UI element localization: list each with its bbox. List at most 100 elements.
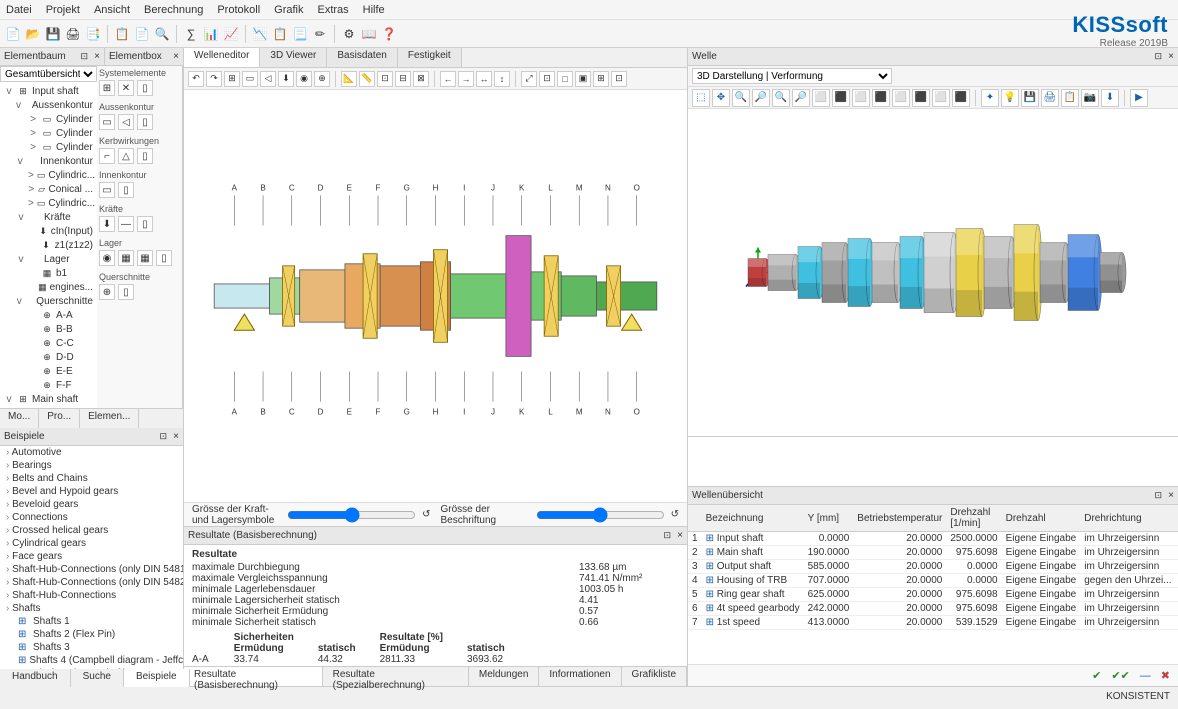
menu-grafik[interactable]: Grafik: [274, 4, 303, 16]
view3d-tool-13[interactable]: ⬛: [952, 89, 970, 107]
example-category[interactable]: › Automotive: [0, 446, 183, 459]
pin-icon[interactable]: ⊡: [1154, 490, 1162, 501]
editor-tab[interactable]: 3D Viewer: [260, 48, 327, 67]
example-item[interactable]: ⊞Shafts 4 (Campbell diagram - Jeffcott r…: [0, 654, 183, 667]
symbol-size-slider[interactable]: [287, 507, 416, 523]
editor-tool-13[interactable]: ⊠: [413, 71, 429, 87]
elementbox-icon[interactable]: ▯: [137, 80, 153, 96]
menu-extras[interactable]: Extras: [317, 4, 348, 16]
editor-tool-20[interactable]: ⤢: [521, 71, 537, 87]
view3d-mode-combo[interactable]: 3D Darstellung | Verformung: [692, 68, 892, 84]
pin-icon[interactable]: ⊡: [80, 51, 88, 62]
results-tab[interactable]: Informationen: [539, 667, 621, 686]
tree-node[interactable]: ⊕A-A: [4, 308, 93, 322]
editor-tool-9[interactable]: 📐: [341, 71, 357, 87]
elementbox-icon[interactable]: ⊞: [99, 80, 115, 96]
toolbar-btn-9[interactable]: 📊: [202, 25, 220, 43]
editor-tool-17[interactable]: ↔: [476, 71, 492, 87]
editor-tool-15[interactable]: ←: [440, 71, 456, 87]
table-row[interactable]: 3⊞ Output shaft585.000020.00000.0000Eige…: [688, 560, 1178, 574]
example-category[interactable]: › Bearings: [0, 459, 183, 472]
toolbar-btn-0[interactable]: 📄: [4, 25, 22, 43]
elementbox-icon[interactable]: ▭: [99, 114, 115, 130]
editor-tool-1[interactable]: ↷: [206, 71, 222, 87]
pin-icon[interactable]: ⊡: [159, 431, 167, 442]
editor-tool-12[interactable]: ⊟: [395, 71, 411, 87]
editor-tool-2[interactable]: ⊞: [224, 71, 240, 87]
shaft-editor-canvas[interactable]: AABBCCDDEEFFGGHHIIJJKKLLMMNNOO: [184, 90, 687, 502]
toolbar-btn-11[interactable]: 📉: [251, 25, 269, 43]
elementbox-icon[interactable]: ⌐: [99, 148, 115, 164]
close-icon[interactable]: ×: [1168, 51, 1174, 62]
elementbox-icon[interactable]: ▦: [137, 250, 153, 266]
mini-tab[interactable]: Mo...: [0, 409, 39, 428]
elementbox-icon[interactable]: ✕: [118, 80, 134, 96]
example-category[interactable]: › Belts and Chains: [0, 472, 183, 485]
example-category[interactable]: › Cylindrical gears: [0, 537, 183, 550]
elementbox-icon[interactable]: ▯: [156, 250, 172, 266]
example-category[interactable]: › Shaft-Hub-Connections: [0, 589, 183, 602]
elementbox-icon[interactable]: ⊕: [99, 284, 115, 300]
example-category[interactable]: › Shaft-Hub-Connections (only DIN 5481): [0, 563, 183, 576]
tree-node[interactable]: >▭Cylindric...: [4, 168, 93, 182]
label-size-slider[interactable]: [536, 507, 665, 523]
editor-tool-0[interactable]: ↶: [188, 71, 204, 87]
tree-node[interactable]: >▱Conical ...: [4, 182, 93, 196]
toolbar-btn-3[interactable]: 🖨: [64, 25, 82, 43]
table-row[interactable]: 4⊞ Housing of TRB707.000020.00000.0000Ei…: [688, 574, 1178, 588]
toolbar-btn-15[interactable]: ⚙: [340, 25, 358, 43]
tree-node[interactable]: ⊕E-E: [4, 364, 93, 378]
example-category[interactable]: › Shaft-Hub-Connections (only DIN 5482): [0, 576, 183, 589]
editor-tool-7[interactable]: ⊕: [314, 71, 330, 87]
editor-tool-10[interactable]: 📏: [359, 71, 375, 87]
view3d-tool-0[interactable]: ⬚: [692, 89, 710, 107]
view3d-tool-23[interactable]: ▶: [1130, 89, 1148, 107]
table-row[interactable]: 7⊞ 1st speed413.000020.0000539.1529Eigen…: [688, 616, 1178, 630]
view3d-tool-19[interactable]: 📋: [1061, 89, 1079, 107]
table-row[interactable]: 1⊞ Input shaft0.000020.00002500.0000Eige…: [688, 532, 1178, 546]
tree-node[interactable]: vInnenkontur: [4, 154, 93, 168]
tree-node[interactable]: >▭Cylinder: [4, 112, 93, 126]
table-row[interactable]: 6⊞ 4t speed gearbody242.000020.0000975.6…: [688, 602, 1178, 616]
editor-tool-11[interactable]: ⊡: [377, 71, 393, 87]
tree-node[interactable]: ⊕D-D: [4, 350, 93, 364]
view3d-tool-7[interactable]: ⬛: [832, 89, 850, 107]
view3d-tool-5[interactable]: 🔎: [792, 89, 810, 107]
example-category[interactable]: › Crossed helical gears: [0, 524, 183, 537]
reset-icon[interactable]: ↺: [671, 509, 679, 520]
menu-protokoll[interactable]: Protokoll: [217, 4, 260, 16]
toolbar-btn-2[interactable]: 💾: [44, 25, 62, 43]
toolbar-btn-8[interactable]: ∑: [182, 25, 200, 43]
minimize-icon[interactable]: —: [1140, 670, 1151, 682]
editor-tool-24[interactable]: ⊞: [593, 71, 609, 87]
menu-projekt[interactable]: Projekt: [46, 4, 80, 16]
example-item[interactable]: ⊞Shafts 2 (Flex Pin): [0, 628, 183, 641]
view3d-tool-9[interactable]: ⬛: [872, 89, 890, 107]
view3d-tool-4[interactable]: 🔍: [772, 89, 790, 107]
pin-icon[interactable]: ⊡: [1154, 51, 1162, 62]
accept-all-icon[interactable]: ✔✔: [1111, 669, 1129, 682]
results-tab[interactable]: Meldungen: [469, 667, 539, 686]
tree-node[interactable]: vKräfte: [4, 210, 93, 224]
view3d-tool-21[interactable]: ⬇: [1101, 89, 1119, 107]
toolbar-btn-1[interactable]: 📂: [24, 25, 42, 43]
toolbar-btn-7[interactable]: 🔍: [153, 25, 171, 43]
toolbar-btn-12[interactable]: 📋: [271, 25, 289, 43]
editor-tool-23[interactable]: ▣: [575, 71, 591, 87]
tree-node[interactable]: ⊕C-C: [4, 336, 93, 350]
elementbox-icon[interactable]: ▦: [118, 250, 134, 266]
view3d-tool-2[interactable]: 🔍: [732, 89, 750, 107]
tree-node[interactable]: vQuerschnitte: [4, 294, 93, 308]
elementbox-icon[interactable]: ▯: [118, 284, 134, 300]
menu-hilfe[interactable]: Hilfe: [363, 4, 385, 16]
view3d-tool-3[interactable]: 🔎: [752, 89, 770, 107]
view3d-tool-15[interactable]: ✦: [981, 89, 999, 107]
editor-tab[interactable]: Festigkeit: [398, 48, 462, 67]
tree-node[interactable]: vLager: [4, 252, 93, 266]
tree-node[interactable]: >▭Cylindric...: [4, 196, 93, 210]
cancel-icon[interactable]: ✖: [1161, 669, 1170, 682]
tree-node[interactable]: ⬇cIn(Input): [4, 224, 93, 238]
bottom-tab[interactable]: Handbuch: [0, 669, 71, 687]
tree-node[interactable]: ⬇z1(z1z2): [4, 238, 93, 252]
view3d-tool-6[interactable]: ⬜: [812, 89, 830, 107]
